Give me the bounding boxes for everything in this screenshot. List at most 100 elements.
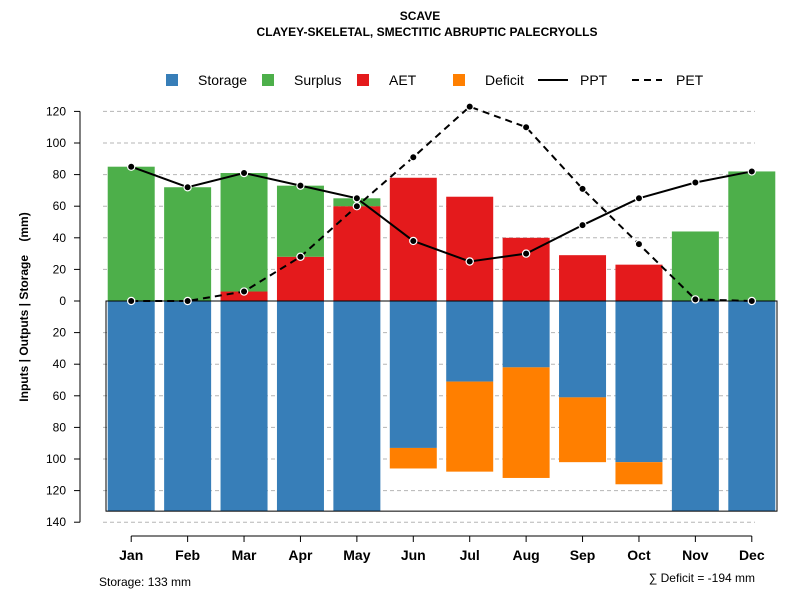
- legend-item-ppt: PPT: [538, 72, 608, 88]
- y-tick-label: 20: [53, 262, 67, 276]
- legend-label: PPT: [580, 72, 608, 88]
- x-tick-label: May: [343, 547, 370, 563]
- y-tick-label: 120: [46, 104, 66, 118]
- aet-bar: [615, 264, 663, 301]
- bars: [105, 166, 778, 512]
- pet-point: [691, 295, 700, 304]
- legend-label: PET: [676, 72, 704, 88]
- ppt-point: [239, 168, 249, 178]
- legend-swatch: [166, 74, 178, 86]
- surplus-bar: [220, 173, 268, 292]
- y-tick-label: 60: [53, 199, 67, 213]
- storage-bar: [107, 301, 155, 512]
- aet-bar: [559, 255, 607, 301]
- deficit-bar: [615, 462, 663, 485]
- y-axis-label: Inputs | Outputs | Storage (mm): [17, 212, 31, 401]
- legend-item-deficit: Deficit: [453, 72, 524, 88]
- y-tick-label: 140: [46, 515, 66, 529]
- deficit-bar: [502, 367, 550, 478]
- storage-note: Storage: 133 mm: [99, 575, 191, 589]
- legend: Storage Surplus AET Deficit PPT PET: [166, 72, 704, 88]
- surplus-bar: [671, 231, 719, 301]
- x-tick-label: Dec: [739, 547, 765, 563]
- storage-bar: [615, 301, 663, 463]
- deficit-bar: [446, 381, 494, 472]
- legend-label: AET: [389, 72, 417, 88]
- legend-swatch: [453, 74, 465, 86]
- pet-point: [352, 201, 362, 211]
- ppt-point: [296, 181, 305, 190]
- storage-bar: [671, 301, 719, 512]
- y-tick-label: 40: [53, 357, 67, 371]
- storage-bar: [333, 301, 381, 512]
- storage-bar: [220, 301, 268, 512]
- x-tick-label: Jan: [119, 547, 143, 563]
- pet-point: [634, 239, 644, 249]
- ppt-point: [352, 194, 362, 203]
- ppt-point: [691, 178, 700, 187]
- x-tick-label: Mar: [232, 547, 257, 563]
- legend-item-surplus: Surplus: [262, 72, 341, 88]
- y-tick-label: 120: [46, 484, 66, 498]
- pet-point: [521, 122, 531, 132]
- axes: 120 100 80 60 40 20 0 20 40 60 80 100 120 140 Jan Feb Ma…: [46, 104, 765, 563]
- legend-item-storage: Storage: [166, 72, 247, 88]
- ppt-point: [409, 236, 418, 246]
- legend-label: Surplus: [294, 72, 341, 88]
- ppt-point: [183, 183, 192, 192]
- aet-bar: [446, 196, 494, 301]
- ppt-point: [521, 249, 531, 258]
- ppt-point: [634, 194, 644, 203]
- y-tick-label: 100: [46, 452, 66, 466]
- series-lines: [127, 102, 756, 306]
- storage-bar: [446, 301, 494, 382]
- surplus-bar: [728, 171, 776, 301]
- storage-bar: [164, 301, 212, 512]
- x-tick-label: Aug: [513, 547, 540, 563]
- chart-title: SCAVE: [400, 9, 440, 23]
- pet-point: [747, 296, 756, 306]
- pet-point: [183, 296, 192, 306]
- pet-point: [239, 287, 249, 296]
- ppt-line: [130, 165, 752, 263]
- legend-item-pet: PET: [632, 72, 704, 88]
- x-tick-label: Oct: [627, 547, 651, 563]
- legend-label: Storage: [198, 72, 247, 88]
- aet-bar: [220, 291, 268, 301]
- storage-bar: [389, 301, 437, 448]
- pet-point: [296, 252, 305, 261]
- pet-point: [409, 153, 418, 162]
- chart-subtitle: CLAYEY-SKELETAL, SMECTITIC ABRUPTIC PALE…: [257, 25, 598, 39]
- aet-bar: [502, 237, 550, 301]
- x-tick-label: Jun: [401, 547, 426, 563]
- storage-bar: [502, 301, 550, 368]
- storage-bar: [559, 301, 607, 398]
- ppt-point: [578, 220, 587, 230]
- deficit-bar: [559, 397, 607, 463]
- aet-bar: [276, 256, 324, 301]
- ppt-point: [747, 167, 756, 176]
- x-tick-label: Feb: [175, 547, 200, 563]
- y-tick-label: 100: [46, 136, 66, 150]
- x-tick-label: Apr: [288, 547, 313, 563]
- y-tick-label: 40: [53, 231, 67, 245]
- ppt-point: [465, 257, 474, 266]
- surplus-bar: [276, 185, 324, 257]
- surplus-bar: [164, 187, 212, 301]
- x-tick-label: Jul: [460, 547, 480, 563]
- deficit-bar: [389, 447, 437, 469]
- legend-label: Deficit: [485, 72, 524, 88]
- legend-swatch: [262, 74, 274, 86]
- y-tick-label: 60: [53, 389, 67, 403]
- deficit-note: ∑ Deficit = -194 mm: [649, 571, 755, 585]
- storage-bar: [728, 301, 776, 512]
- aet-bar: [333, 206, 381, 301]
- y-tick-label: 0: [59, 294, 66, 308]
- y-tick-label: 20: [53, 326, 67, 340]
- y-tick-label: 80: [53, 420, 67, 434]
- storage-bar: [276, 301, 324, 512]
- pet-point: [127, 296, 136, 306]
- legend-item-aet: AET: [357, 72, 417, 88]
- y-tick-label: 80: [53, 168, 67, 182]
